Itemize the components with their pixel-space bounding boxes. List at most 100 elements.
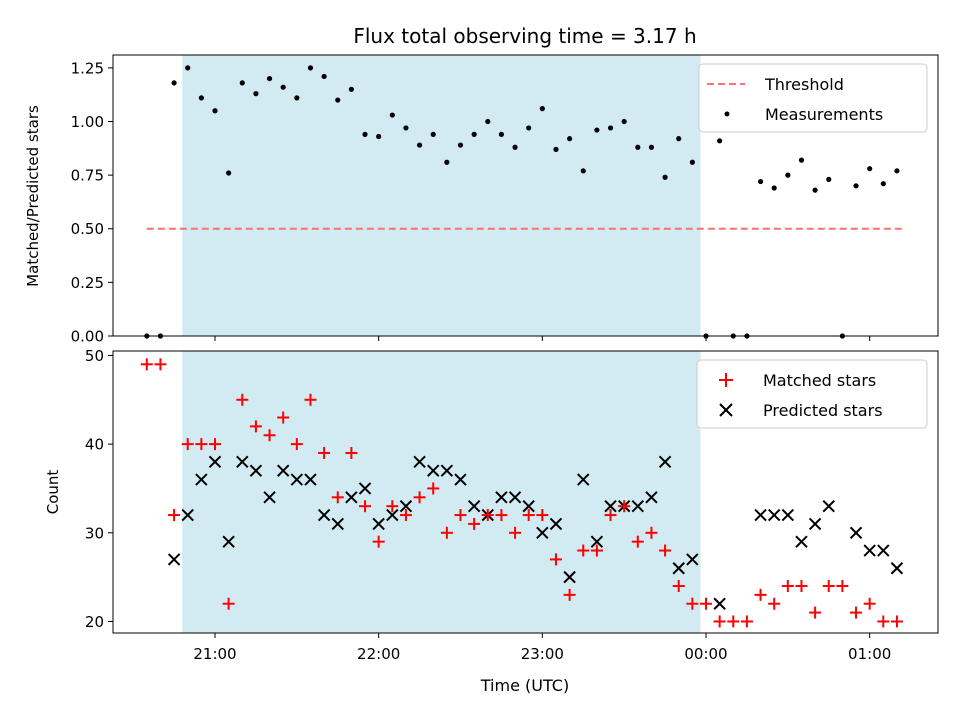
matched-star-point xyxy=(427,482,440,495)
measurement-point xyxy=(621,118,627,125)
matched-star-point xyxy=(509,526,522,539)
top-y-tick-label: 0.00 xyxy=(71,328,104,346)
bottom-legend: Matched stars Predicted stars xyxy=(696,359,928,429)
measurement-point xyxy=(512,144,518,150)
matched-star-point xyxy=(863,597,876,610)
measurement-point xyxy=(389,112,395,118)
matched-star-point xyxy=(263,429,276,442)
matched-star-point xyxy=(795,580,808,592)
matched-star-point xyxy=(236,393,249,406)
legend-measurement-label: Measurements xyxy=(765,105,883,124)
measurement-point xyxy=(444,159,450,165)
measurement-point xyxy=(185,65,191,71)
matched-star-point xyxy=(277,411,290,424)
matched-star-point xyxy=(140,358,153,371)
measurement-point xyxy=(485,118,491,125)
bottom-y-tick-label: 20 xyxy=(85,613,104,631)
predicted-star-point xyxy=(195,473,208,486)
matched-star-point xyxy=(440,526,453,539)
x-tick-label: 22:00 xyxy=(357,645,400,663)
matched-star-point xyxy=(877,615,890,628)
matched-star-point xyxy=(590,544,603,557)
matched-star-point xyxy=(195,438,208,451)
matched-star-point xyxy=(659,544,672,557)
predicted-star-point xyxy=(440,464,454,477)
predicted-star-point xyxy=(508,491,522,504)
measurement-point xyxy=(253,91,259,97)
predicted-star-point xyxy=(358,482,372,495)
predicted-star-point xyxy=(331,517,344,531)
predicted-star-point xyxy=(563,570,576,584)
measurement-point xyxy=(676,136,682,142)
measurement-point xyxy=(171,80,177,86)
matched-star-point xyxy=(481,509,494,522)
matched-star-point xyxy=(618,500,631,513)
predicted-star-point xyxy=(236,455,249,469)
measurement-point xyxy=(376,133,382,140)
predicted-star-point xyxy=(822,499,835,513)
predicted-star-point xyxy=(658,455,672,469)
legend-measurement-swatch xyxy=(724,111,730,117)
matched-star-point xyxy=(700,597,712,610)
matched-star-point xyxy=(209,438,221,451)
measurement-point xyxy=(867,166,873,172)
matched-star-point xyxy=(727,615,740,628)
top-legend: Threshold Measurements xyxy=(698,63,928,133)
matched-star-point xyxy=(495,509,508,522)
matched-star-point xyxy=(468,517,481,530)
predicted-star-point xyxy=(304,473,317,486)
observing-band xyxy=(182,351,701,633)
matched-star-point xyxy=(522,509,535,522)
matched-star-point xyxy=(768,597,781,610)
predicted-star-point xyxy=(767,508,781,522)
observing-band xyxy=(182,55,701,336)
matched-star-point xyxy=(249,420,262,433)
measurement-point xyxy=(757,178,764,185)
measurement-point xyxy=(607,125,614,131)
matched-star-point xyxy=(290,438,303,451)
measurement-point xyxy=(403,125,409,131)
predicted-star-point xyxy=(754,508,767,522)
predicted-star-point xyxy=(467,499,481,513)
predicted-star-point xyxy=(427,464,440,477)
legend-predicted-label: Predicted stars xyxy=(763,401,883,420)
x-tick-label: 01:00 xyxy=(848,645,891,663)
matched-star-point xyxy=(372,535,385,548)
predicted-star-point xyxy=(345,491,358,504)
predicted-star-point xyxy=(631,499,645,513)
top-y-tick-label: 0.25 xyxy=(71,274,104,292)
matched-star-point xyxy=(304,393,317,406)
predicted-star-point xyxy=(454,473,467,486)
measurement-point xyxy=(880,181,886,187)
matched-star-point xyxy=(399,509,412,522)
matched-star-point xyxy=(754,588,767,601)
measurement-point xyxy=(430,131,436,137)
matched-star-point xyxy=(686,597,699,610)
top-y-axis-label: Matched/Predicted stars xyxy=(24,105,42,287)
measurement-point xyxy=(648,144,655,150)
predicted-star-point xyxy=(849,526,863,539)
x-tick-label: 23:00 xyxy=(521,645,564,663)
legend-predicted-swatch xyxy=(719,403,733,417)
predicted-star-point xyxy=(399,499,413,513)
matched-star-point xyxy=(672,580,685,592)
matched-star-point xyxy=(154,358,167,371)
predicted-star-point xyxy=(877,544,890,557)
predicted-star-point xyxy=(317,508,331,522)
x-axis-label: Time (UTC) xyxy=(480,676,569,695)
measurement-point xyxy=(471,131,477,137)
predicted-star-point xyxy=(181,508,194,522)
predicted-star-point xyxy=(386,508,399,522)
matched-star-point xyxy=(822,580,835,592)
predicted-star-point xyxy=(890,562,904,575)
predicted-star-point xyxy=(222,535,235,548)
measurement-point xyxy=(635,144,641,150)
x-tick-label: 00:00 xyxy=(684,645,727,663)
predicted-star-point xyxy=(781,508,795,522)
predicted-star-point xyxy=(276,464,290,477)
measurement-point xyxy=(321,73,327,80)
predicted-star-point xyxy=(413,455,426,469)
matched-star-point xyxy=(168,509,181,522)
